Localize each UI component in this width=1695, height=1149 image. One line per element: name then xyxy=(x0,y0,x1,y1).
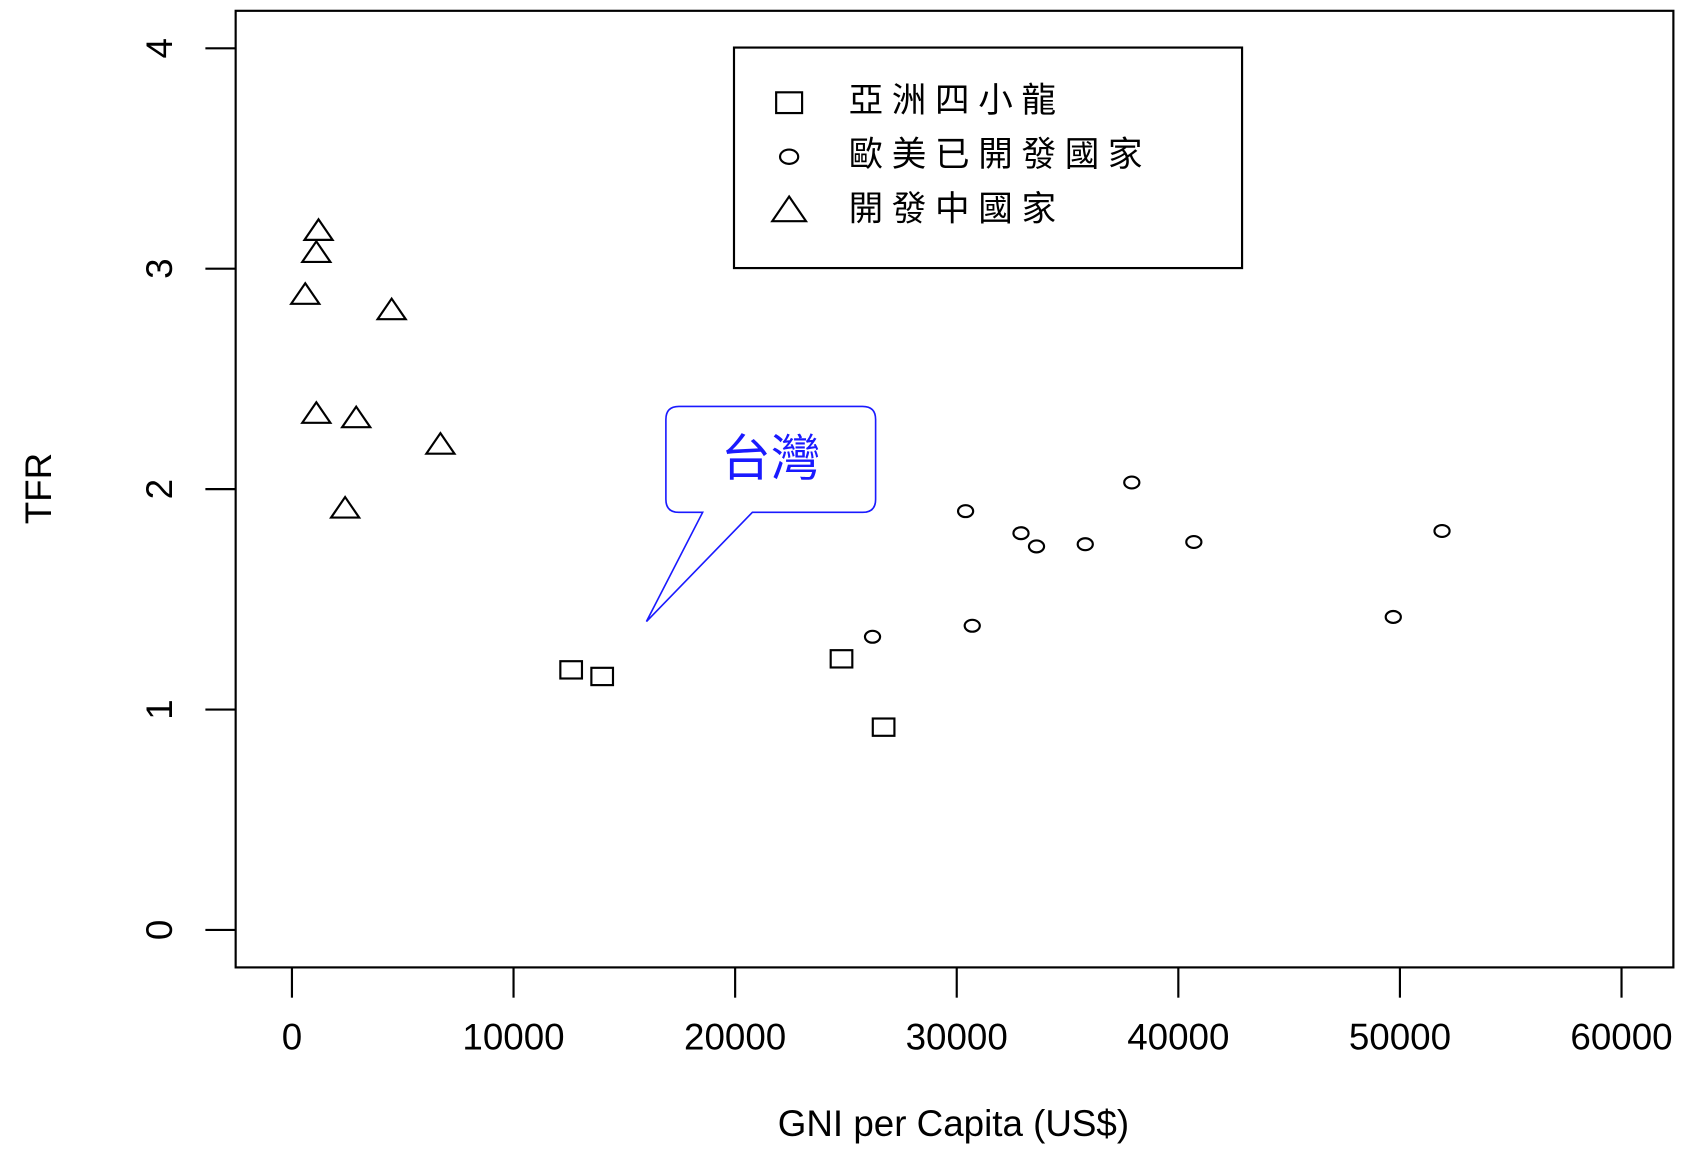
point xyxy=(289,281,322,305)
point xyxy=(590,666,615,687)
point xyxy=(1185,534,1203,550)
x-tick-label: 0 xyxy=(282,1017,302,1058)
callout-shape xyxy=(645,405,877,623)
point xyxy=(863,629,882,644)
y-tick-label: 1 xyxy=(139,699,180,719)
y-tick-label: 0 xyxy=(139,920,180,940)
point xyxy=(300,239,333,263)
x-tick-label: 50000 xyxy=(1349,1017,1451,1058)
point xyxy=(1384,609,1402,624)
y-tick-label: 3 xyxy=(139,258,180,278)
legend-marker xyxy=(770,194,809,223)
annotation: 台灣 xyxy=(721,430,820,488)
point xyxy=(375,296,408,321)
point xyxy=(963,618,981,633)
point xyxy=(1433,523,1451,539)
legend-marker xyxy=(775,91,804,115)
point xyxy=(340,404,373,429)
point xyxy=(1027,539,1046,554)
y-tick-label: 2 xyxy=(139,479,180,499)
legend-label: 開發中國家 xyxy=(849,189,1065,229)
x-tick-label: 10000 xyxy=(462,1017,564,1058)
point xyxy=(302,217,335,241)
x-tick-label: 30000 xyxy=(906,1017,1008,1058)
legend-marker xyxy=(778,148,800,165)
x-tick-label: 40000 xyxy=(1127,1017,1229,1058)
legend-label: 亞洲四小龍 xyxy=(849,81,1065,121)
point xyxy=(329,495,362,519)
point xyxy=(1076,537,1094,552)
x-tick-label: 60000 xyxy=(1570,1017,1672,1058)
callout: 台灣 xyxy=(645,405,877,623)
legend-box xyxy=(732,46,1244,270)
point xyxy=(1123,475,1141,490)
point xyxy=(871,717,896,737)
point xyxy=(829,649,854,669)
point xyxy=(559,660,584,680)
x-axis-label: GNI per Capita (US$) xyxy=(778,1103,1129,1144)
point xyxy=(956,504,975,519)
point xyxy=(424,431,457,455)
y-axis-label: TFR xyxy=(18,453,59,524)
x-tick-label: 20000 xyxy=(684,1017,786,1058)
y-tick-label: 4 xyxy=(139,38,180,58)
point xyxy=(300,400,333,424)
point xyxy=(1012,526,1030,541)
legend-label: 歐美已開發國家 xyxy=(849,135,1152,175)
